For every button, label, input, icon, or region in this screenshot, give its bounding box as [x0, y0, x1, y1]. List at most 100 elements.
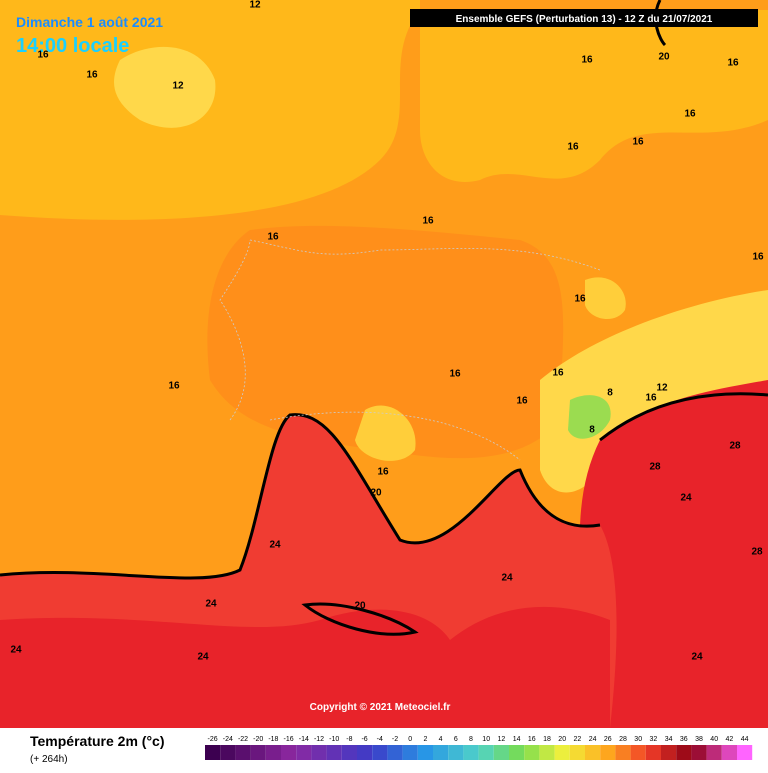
field-alps — [540, 290, 768, 493]
scale-swatch — [265, 745, 281, 760]
scale-label: 0 — [408, 736, 412, 743]
scale-swatch — [630, 745, 646, 760]
scale-swatch — [341, 745, 357, 760]
contour-label: 16 — [727, 58, 739, 69]
field-mediterranean — [0, 606, 610, 728]
scale-label: 12 — [498, 736, 506, 743]
isotherm-20-italy — [599, 392, 768, 442]
scale-label: 24 — [589, 736, 597, 743]
contour-label: 16 — [449, 369, 461, 380]
scale-swatch — [539, 745, 555, 760]
field-north — [0, 0, 420, 220]
contour-label: 16 — [267, 232, 279, 243]
scale-label: 42 — [726, 736, 734, 743]
scale-swatch — [661, 745, 677, 760]
scale-swatch — [569, 745, 585, 760]
scale-label: 4 — [439, 736, 443, 743]
field-alps-cold — [568, 395, 611, 439]
contour-label: 8 — [589, 425, 595, 436]
scale-label: 28 — [619, 736, 627, 743]
scale-swatch — [493, 745, 509, 760]
contour-label: 16 — [422, 216, 434, 227]
scale-label: 2 — [423, 736, 427, 743]
scale-swatch — [357, 745, 373, 760]
scale-swatch — [554, 745, 570, 760]
scale-swatch — [250, 745, 266, 760]
contour-label: 16 — [567, 142, 579, 153]
scale-label: 30 — [634, 736, 642, 743]
time: 14:00 locale — [16, 35, 129, 57]
scale-swatch — [721, 745, 737, 760]
contour-label: 12 — [249, 0, 261, 11]
scale-swatch — [676, 745, 692, 760]
contour-label: 28 — [649, 462, 661, 473]
contour-label: 16 — [516, 396, 528, 407]
scale-swatch — [326, 745, 342, 760]
scale-swatch — [205, 745, 221, 760]
contour-label: 24 — [501, 573, 513, 584]
field-northeast — [420, 10, 768, 182]
field-france — [207, 225, 564, 459]
scale-swatch — [402, 745, 418, 760]
scale-label: -4 — [377, 736, 383, 743]
scale-label: 44 — [741, 736, 749, 743]
contour-label: 8 — [607, 388, 613, 399]
scale-swatch — [524, 745, 540, 760]
scale-swatch — [372, 745, 388, 760]
contour-label: 16 — [552, 368, 564, 379]
contour-label: 20 — [370, 488, 382, 499]
scale-swatch — [220, 745, 236, 760]
contour-label: 12 — [172, 81, 184, 92]
scale-label: 20 — [558, 736, 566, 743]
scale-label: 40 — [710, 736, 718, 743]
contour-label: 16 — [581, 55, 593, 66]
scale-label: -10 — [329, 736, 339, 743]
isotherm-20-island — [301, 602, 419, 636]
field-vosges — [585, 277, 626, 320]
scale-label: -6 — [361, 736, 367, 743]
scale-label: -2 — [392, 736, 398, 743]
contour-label: 24 — [10, 645, 22, 656]
scale-swatch — [615, 745, 631, 760]
scale-label: 8 — [469, 736, 473, 743]
scale-label: -16 — [284, 736, 294, 743]
contour-label: 20 — [354, 601, 366, 612]
scale-label: 34 — [665, 736, 673, 743]
contour-label: 16 — [168, 381, 180, 392]
scale-label: 18 — [543, 736, 551, 743]
scale-swatch — [737, 745, 753, 760]
scale-swatch — [311, 745, 327, 760]
scale-label: 38 — [695, 736, 703, 743]
scale-swatch — [281, 745, 297, 760]
scale-label: 32 — [650, 736, 658, 743]
contour-label: 24 — [691, 652, 703, 663]
scale-label: 26 — [604, 736, 612, 743]
copyright: Copyright © 2021 Meteociel.fr — [310, 702, 451, 713]
scale-label: 6 — [454, 736, 458, 743]
contour-label: 24 — [205, 599, 217, 610]
field-massif — [355, 405, 416, 461]
legend-title: Température 2m (°c) — [30, 733, 165, 749]
scale-swatch — [585, 745, 601, 760]
model-text: Ensemble GEFS (Perturbation 13) - 12 Z d… — [456, 14, 713, 25]
scale-label: 16 — [528, 736, 536, 743]
contour-label: 16 — [645, 393, 657, 404]
contour-label: 16 — [86, 70, 98, 81]
contour-label: 16 — [37, 50, 49, 61]
field-uk — [114, 46, 216, 128]
scale-swatch — [296, 745, 312, 760]
isotherm-20-north — [654, 0, 667, 47]
scale-swatch — [433, 745, 449, 760]
legend-lead: (+ 264h) — [30, 754, 68, 765]
scale-swatch — [463, 745, 479, 760]
scale-swatch — [417, 745, 433, 760]
contour-label: 28 — [729, 441, 741, 452]
scale-label: -20 — [253, 736, 263, 743]
scale-swatch — [509, 745, 525, 760]
scale-swatch — [691, 745, 707, 760]
scale-label: -18 — [268, 736, 278, 743]
contour-label: 24 — [197, 652, 209, 663]
color-scale: -26 -24 -22 -20 -18 -16 -14 -12 -10 -8 -6 -4 -2 0 2 4 6 8… — [205, 736, 753, 760]
scale-swatch — [600, 745, 616, 760]
